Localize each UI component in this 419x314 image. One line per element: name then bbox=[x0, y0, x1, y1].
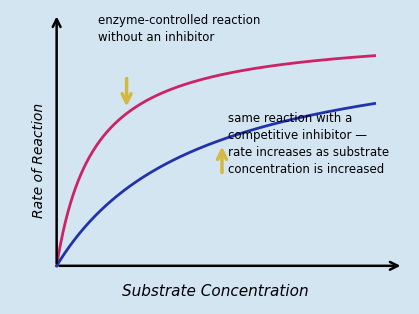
Text: Rate of Reaction: Rate of Reaction bbox=[32, 103, 46, 218]
Text: enzyme-controlled reaction
without an inhibitor: enzyme-controlled reaction without an in… bbox=[98, 14, 260, 44]
Text: same reaction with a
competitive inhibitor —
rate increases as substrate
concent: same reaction with a competitive inhibit… bbox=[228, 112, 390, 176]
Text: Substrate Concentration: Substrate Concentration bbox=[122, 284, 309, 299]
